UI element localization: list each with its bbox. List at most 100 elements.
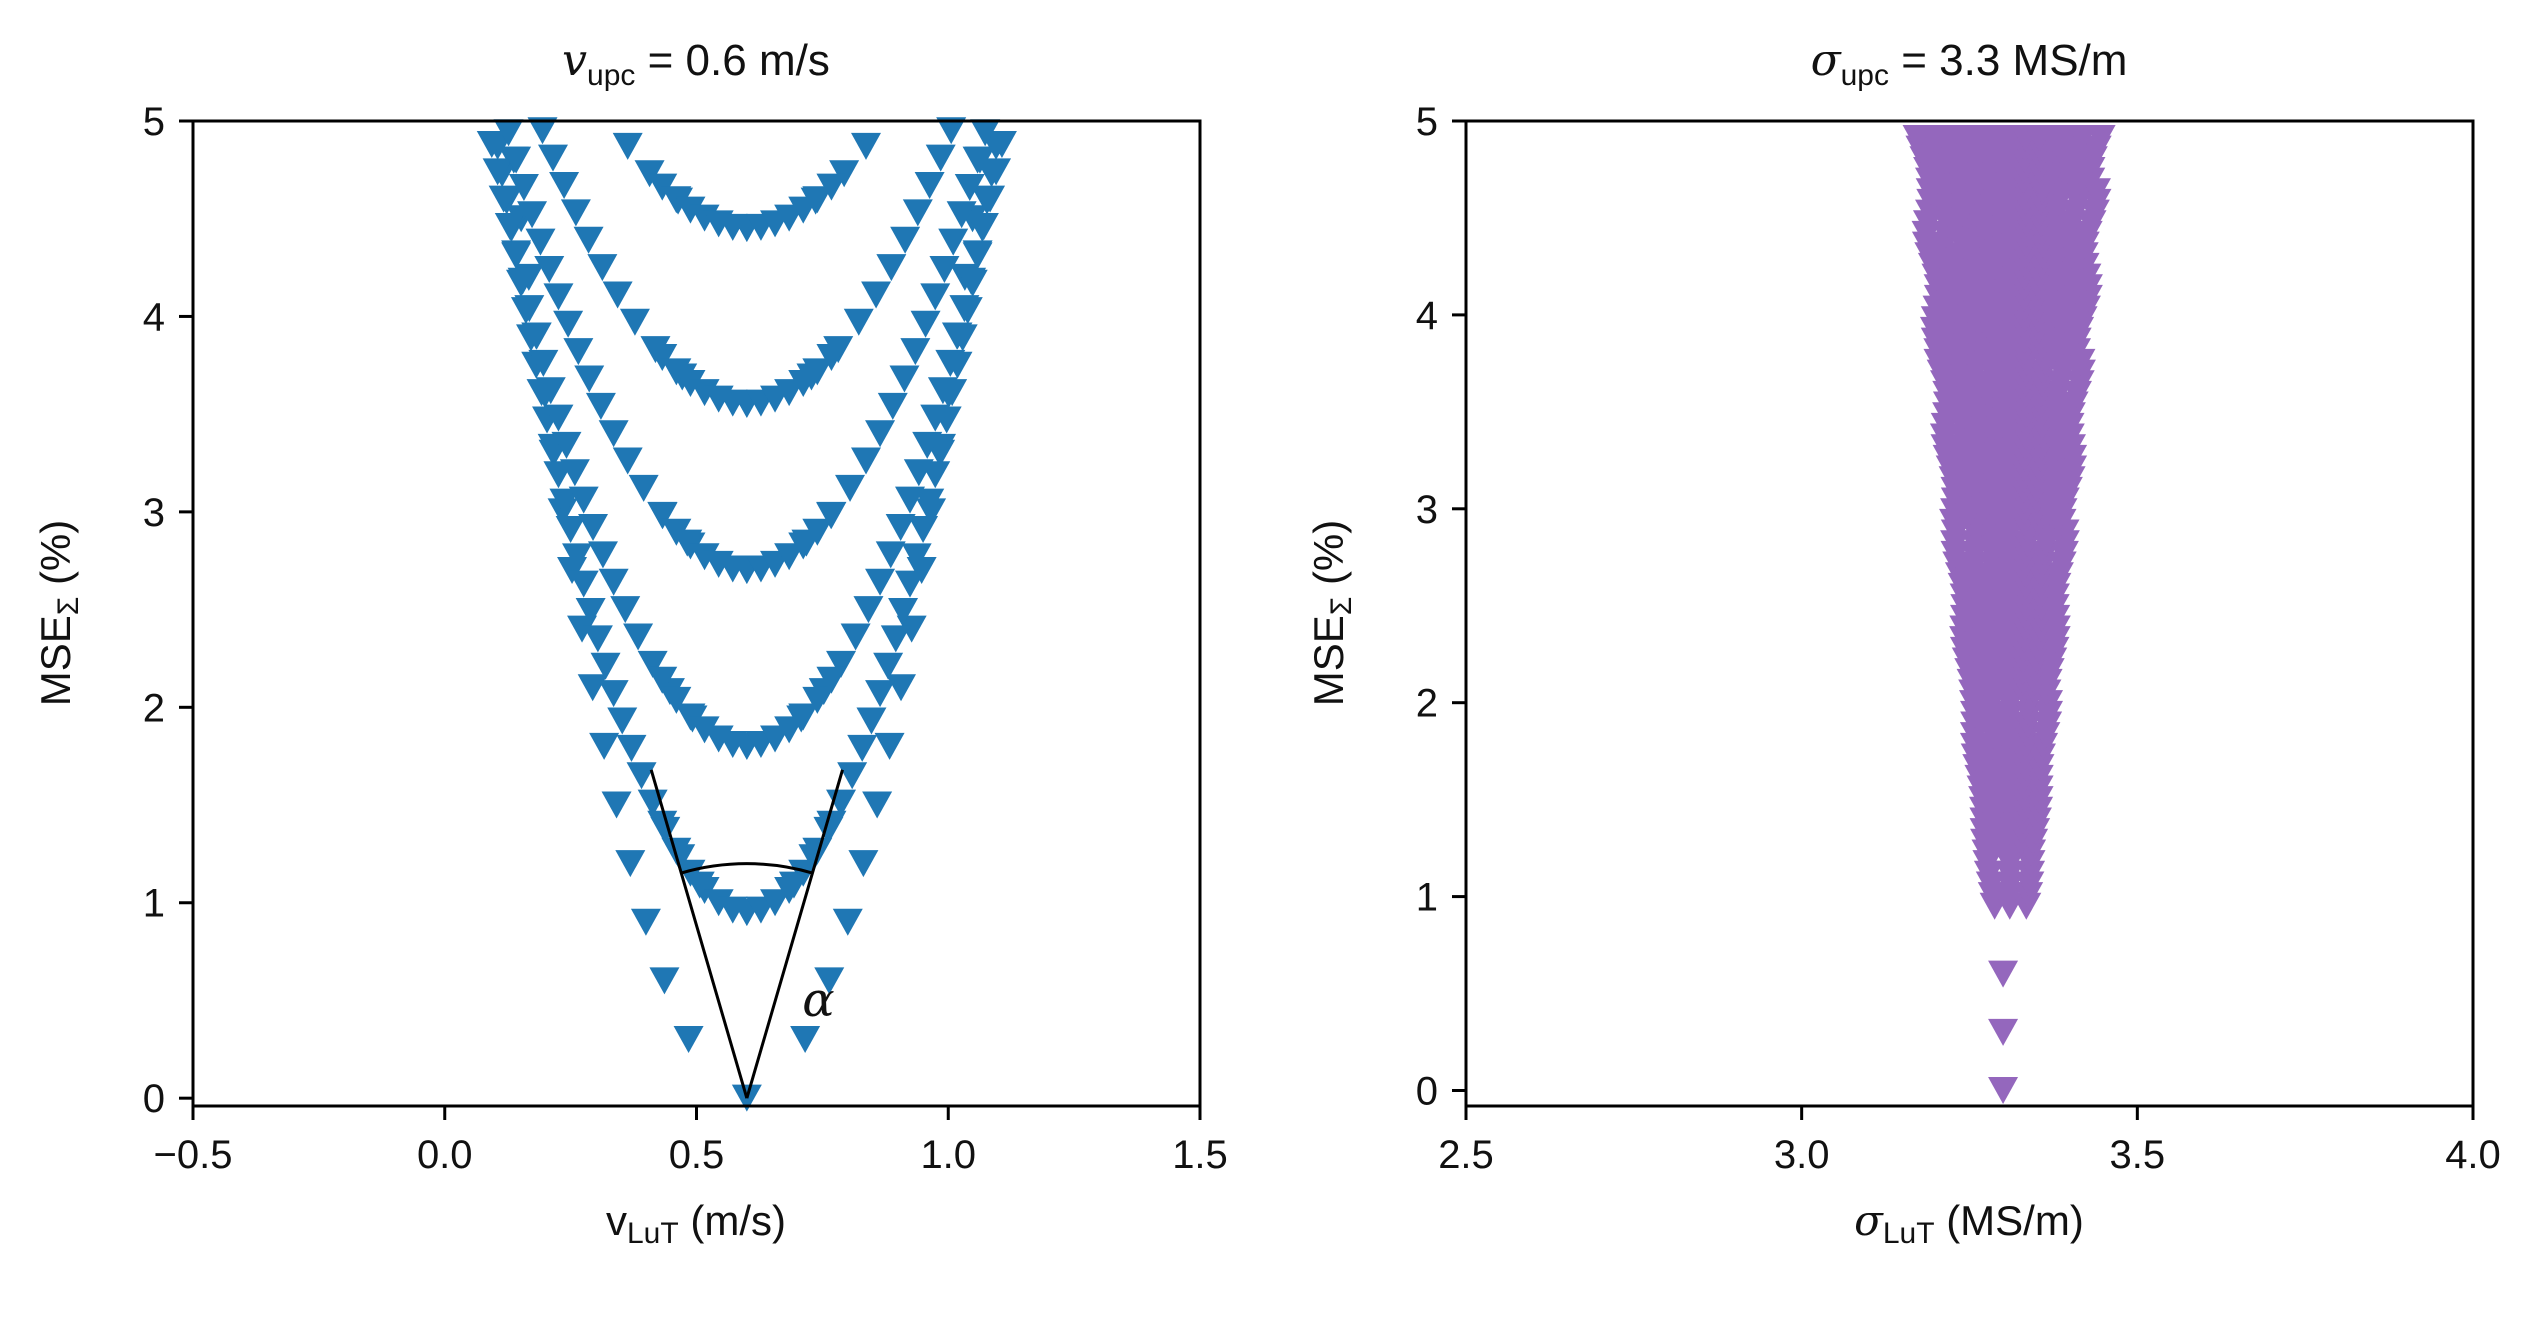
left-point [517, 201, 548, 229]
left-point [488, 185, 519, 213]
left-point [555, 515, 586, 543]
left-point [837, 762, 868, 790]
left-point [856, 707, 887, 735]
left-xtick-label: 1.0 [920, 1133, 976, 1177]
left-title-subscript: upc [587, 59, 635, 92]
left-point [623, 623, 654, 651]
left-point [675, 859, 706, 887]
left-point [875, 541, 906, 569]
left-point [647, 343, 678, 371]
left-ytick-label: 3 [143, 491, 165, 535]
left-point [788, 859, 819, 887]
left-point [774, 716, 805, 744]
left-point [910, 310, 941, 338]
left-point [900, 338, 931, 366]
left-point [501, 146, 532, 174]
right-point [1988, 960, 2019, 988]
right-xtick-label: 2.5 [1438, 1133, 1494, 1177]
left-title: vupc = 0.6 m/s [562, 35, 830, 92]
right-point [2070, 295, 2101, 323]
right-xtick-label: 3.5 [2110, 1133, 2166, 1177]
left-point [589, 732, 620, 760]
left-point [920, 404, 951, 432]
left-point [802, 686, 833, 714]
right-point [1975, 871, 2006, 899]
left-point [986, 130, 1017, 158]
left-point [935, 349, 966, 377]
right-ytick-label: 2 [1416, 682, 1438, 726]
left-point [895, 570, 926, 598]
left-point [816, 501, 847, 529]
left-plot-frame [191, 119, 1202, 1108]
right-point [2025, 743, 2056, 771]
left-point [865, 680, 896, 708]
left-point [850, 132, 881, 160]
left-point [840, 623, 871, 651]
left-point [574, 365, 605, 393]
right-point [2011, 892, 2042, 920]
left-point [938, 228, 969, 256]
right-point [2033, 690, 2064, 718]
right-title-symbol: σ [1811, 35, 1843, 86]
left-ytick-label: 5 [143, 100, 165, 144]
left-ytick-label: 4 [143, 295, 165, 339]
left-point [847, 734, 878, 762]
left-xtick-label: −0.5 [154, 1133, 233, 1177]
left-point [568, 486, 599, 514]
right-point [2085, 124, 2116, 152]
left-point [575, 598, 606, 626]
left-point [587, 541, 618, 569]
right-point [1988, 1076, 2019, 1104]
left-xlabel-symbol: v [606, 1197, 627, 1244]
left-xlabel-subscript: LuT [627, 1217, 679, 1250]
left-point [537, 144, 568, 172]
left-point [590, 652, 621, 680]
alpha-left-line [649, 769, 749, 1099]
left-point [954, 173, 985, 201]
left-point [902, 199, 933, 227]
left-xtick-label: 0.0 [417, 1133, 473, 1177]
left-point [962, 240, 993, 268]
left-point [573, 226, 604, 254]
right-xlabel-unit: (MS/m) [1935, 1197, 2084, 1244]
right-xlabel: σLuT (MS/m) [1854, 1196, 2084, 1250]
left-point [647, 501, 678, 529]
right-ytick-label: 5 [1416, 100, 1438, 144]
right-xlabel-symbol: σ [1854, 1196, 1884, 1245]
left-point [560, 199, 591, 227]
left-point [914, 171, 945, 199]
left-point [553, 310, 584, 338]
left-point [559, 459, 590, 487]
left-point [968, 213, 999, 241]
right-point [2030, 722, 2061, 750]
left-xtick-label: 1.5 [1172, 1133, 1228, 1177]
left-point [482, 158, 513, 186]
right-plot-frame [1464, 119, 2475, 1108]
left-point [760, 725, 791, 753]
right-xtick-label: 4.0 [2445, 1133, 2501, 1177]
left-scatter-marks [476, 117, 1017, 1112]
left-point [661, 186, 692, 214]
left-point [816, 343, 847, 371]
left-point [816, 173, 847, 201]
left-point [689, 716, 720, 744]
alpha-annotation: α [649, 769, 844, 1099]
left-point [929, 256, 960, 284]
left-point [675, 196, 706, 224]
left-point [612, 447, 643, 475]
left-point [602, 281, 633, 309]
left-point [936, 117, 967, 145]
left-point [802, 518, 833, 546]
left-point [612, 132, 643, 160]
left-ylabel: MSEΣ (%) [32, 520, 85, 707]
left-point [521, 322, 552, 350]
left-point [880, 625, 911, 653]
left-point [675, 532, 706, 560]
left-point [890, 226, 921, 254]
alpha-right-line [745, 769, 844, 1099]
right-scatter-marks [1902, 124, 2116, 1104]
left-point [774, 379, 805, 407]
right-point [1940, 519, 1971, 547]
left-point [615, 850, 646, 878]
left-point [888, 598, 919, 626]
